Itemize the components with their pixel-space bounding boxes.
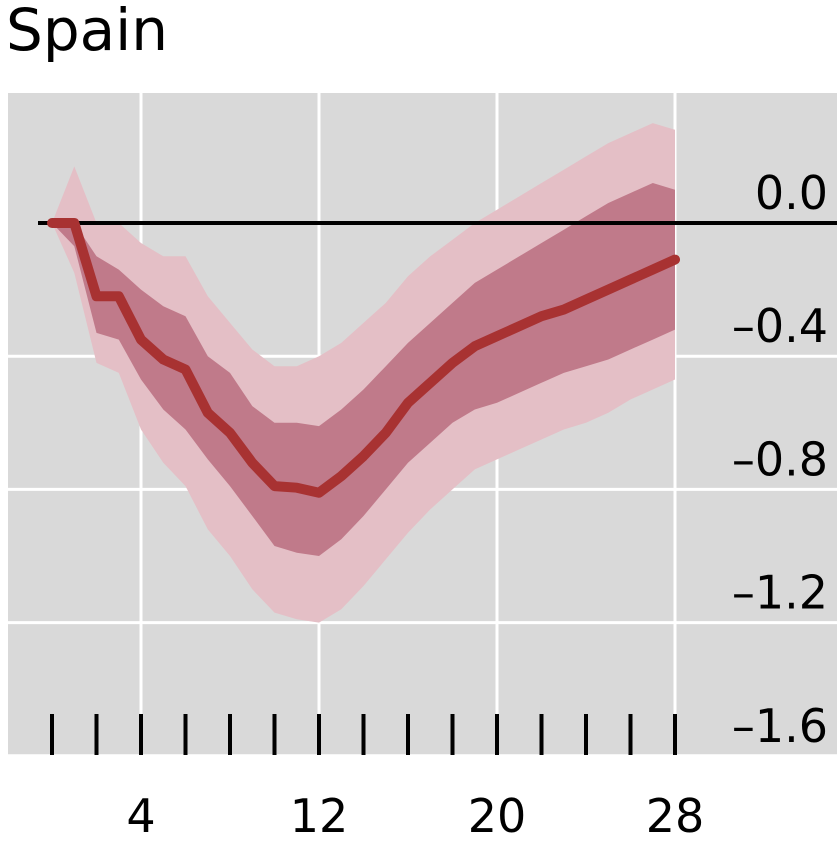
confidence-bands	[52, 123, 675, 623]
outer-band	[52, 123, 675, 623]
median-line	[47, 218, 680, 498]
y-tick-label-4: –1.6	[732, 699, 828, 753]
x-tick-label-28: 28	[646, 789, 705, 843]
x-tick-label-20: 20	[468, 789, 527, 843]
x-tick-label-12: 12	[290, 789, 349, 843]
median-line-group	[47, 218, 680, 498]
x-tick-marks	[50, 714, 677, 755]
x-tick-label-4: 4	[126, 789, 155, 843]
y-tick-label-3: –1.2	[732, 566, 828, 620]
y-tick-label-2: –0.8	[732, 432, 828, 486]
x-tick-labels: 4 12 20 28	[126, 789, 704, 843]
y-tick-label-0: 0.0	[755, 166, 828, 220]
chart-title: Spain	[6, 0, 169, 64]
inner-band	[52, 183, 675, 556]
y-tick-labels: 0.0 –0.4 –0.8 –1.2 –1.6	[732, 166, 828, 753]
y-tick-label-1: –0.4	[732, 299, 828, 353]
